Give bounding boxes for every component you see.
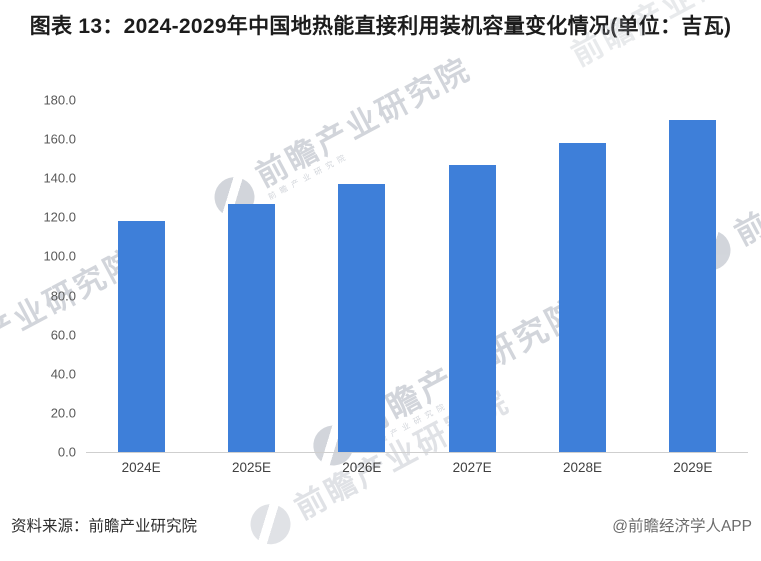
bar-chart: 0.0 20.0 40.0 60.0 80.0 100.0 120.0 140.0 160.0 1… [43,94,748,475]
bar-group-2024E [86,100,196,452]
bar-group-2029E [638,100,748,452]
bar-2024E [117,221,165,452]
figure-footer: 资料来源：前瞻产业研究院 @前瞻经济学人APP [11,514,752,536]
bar-2025E [227,203,275,452]
bar-2026E [338,184,386,452]
y-axis-tick-label: 60.0 [50,327,76,343]
x-axis-label-2028E: 2028E [562,460,602,475]
bar-group-2025E [196,100,306,452]
y-axis-tick-label: 40.0 [50,366,76,382]
x-axis-label-2025E: 2025E [231,460,272,475]
chart-title: 图表 13：2024-2029年中国地热能直接利用装机容量变化情况(单位：吉瓦) [29,15,732,38]
source-text: 资料来源：前瞻产业研究院 [11,518,198,535]
y-axis-tick-label: 120.0 [43,209,76,225]
bar-2027E [448,164,496,452]
bar-group-2028E [527,100,637,452]
y-axis-tick-label: 180.0 [43,92,76,108]
bar-group-2026E [307,100,417,452]
plot-area [86,100,748,453]
y-axis-tick-label: 80.0 [50,288,76,304]
y-axis-tick-label: 0.0 [57,444,76,460]
bar-group-2027E [417,100,527,452]
bar-2029E [669,119,717,452]
y-axis-tick-label: 100.0 [43,248,76,264]
credit-text: @前瞻经济学人APP [612,518,752,535]
y-axis: 0.0 20.0 40.0 60.0 80.0 100.0 120.0 140.0 160.0 1… [8,94,76,459]
x-axis-label-2027E: 2027E [452,460,492,475]
y-axis-tick-label: 160.0 [43,131,76,147]
x-axis-label-2026E: 2026E [342,460,382,475]
x-axis: 2024E 2025E 2026E 2027E 2028E 2029E [86,460,748,475]
y-axis-tick-label: 140.0 [43,170,76,186]
x-axis-label-2029E: 2029E [673,460,713,475]
x-axis-label-2024E: 2024E [121,460,161,475]
bar-2028E [558,143,606,452]
y-axis-tick-label: 20.0 [50,405,76,421]
